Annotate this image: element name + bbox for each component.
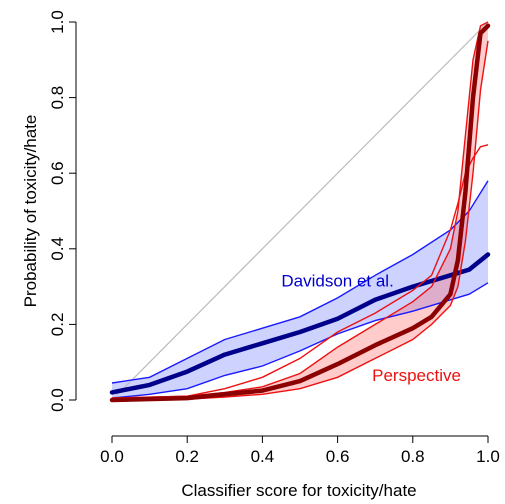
axes: 0.0 0.2 0.4 0.6 0.8 1.0 0.0 0.2 0.4 0.6 0.8 1.0 xyxy=(48,10,500,466)
y-tick-label: 0.0 xyxy=(48,388,67,412)
perspective-mean-line xyxy=(109,23,491,403)
davidson-et-al-band xyxy=(112,180,488,399)
confidence-bands xyxy=(112,22,488,400)
x-tick-label: 0.2 xyxy=(175,447,199,466)
x-tick-label: 0.4 xyxy=(251,447,275,466)
perspective-outer-bound xyxy=(111,144,489,399)
reference-diagonal xyxy=(111,21,489,401)
reference-line xyxy=(111,21,489,401)
perspective-upper-bound xyxy=(111,21,489,399)
davidson-et-al-label: Davidson et al. xyxy=(281,272,393,291)
y-tick-label: 1.0 xyxy=(48,10,67,34)
perspective-label: Perspective xyxy=(372,366,461,385)
series-lines xyxy=(109,21,491,403)
y-tick-label: 0.2 xyxy=(48,313,67,337)
perspective-lower-bound xyxy=(111,40,489,401)
x-tick-label: 0.0 xyxy=(100,447,124,466)
y-tick-label: 0.8 xyxy=(48,86,67,110)
annotations: Davidson et al. Perspective xyxy=(281,272,461,386)
x-axis-title: Classifier score for toxicity/hate xyxy=(181,481,416,500)
x-tick-label: 0.6 xyxy=(326,447,350,466)
y-axis-title: Probability of toxicity/hate xyxy=(21,115,40,308)
x-tick-label: 1.0 xyxy=(476,447,500,466)
y-tick-label: 0.4 xyxy=(48,237,67,261)
x-tick-label: 0.8 xyxy=(401,447,425,466)
y-tick-label: 0.6 xyxy=(48,161,67,185)
davidson-et-al-upper-bound xyxy=(111,180,489,384)
